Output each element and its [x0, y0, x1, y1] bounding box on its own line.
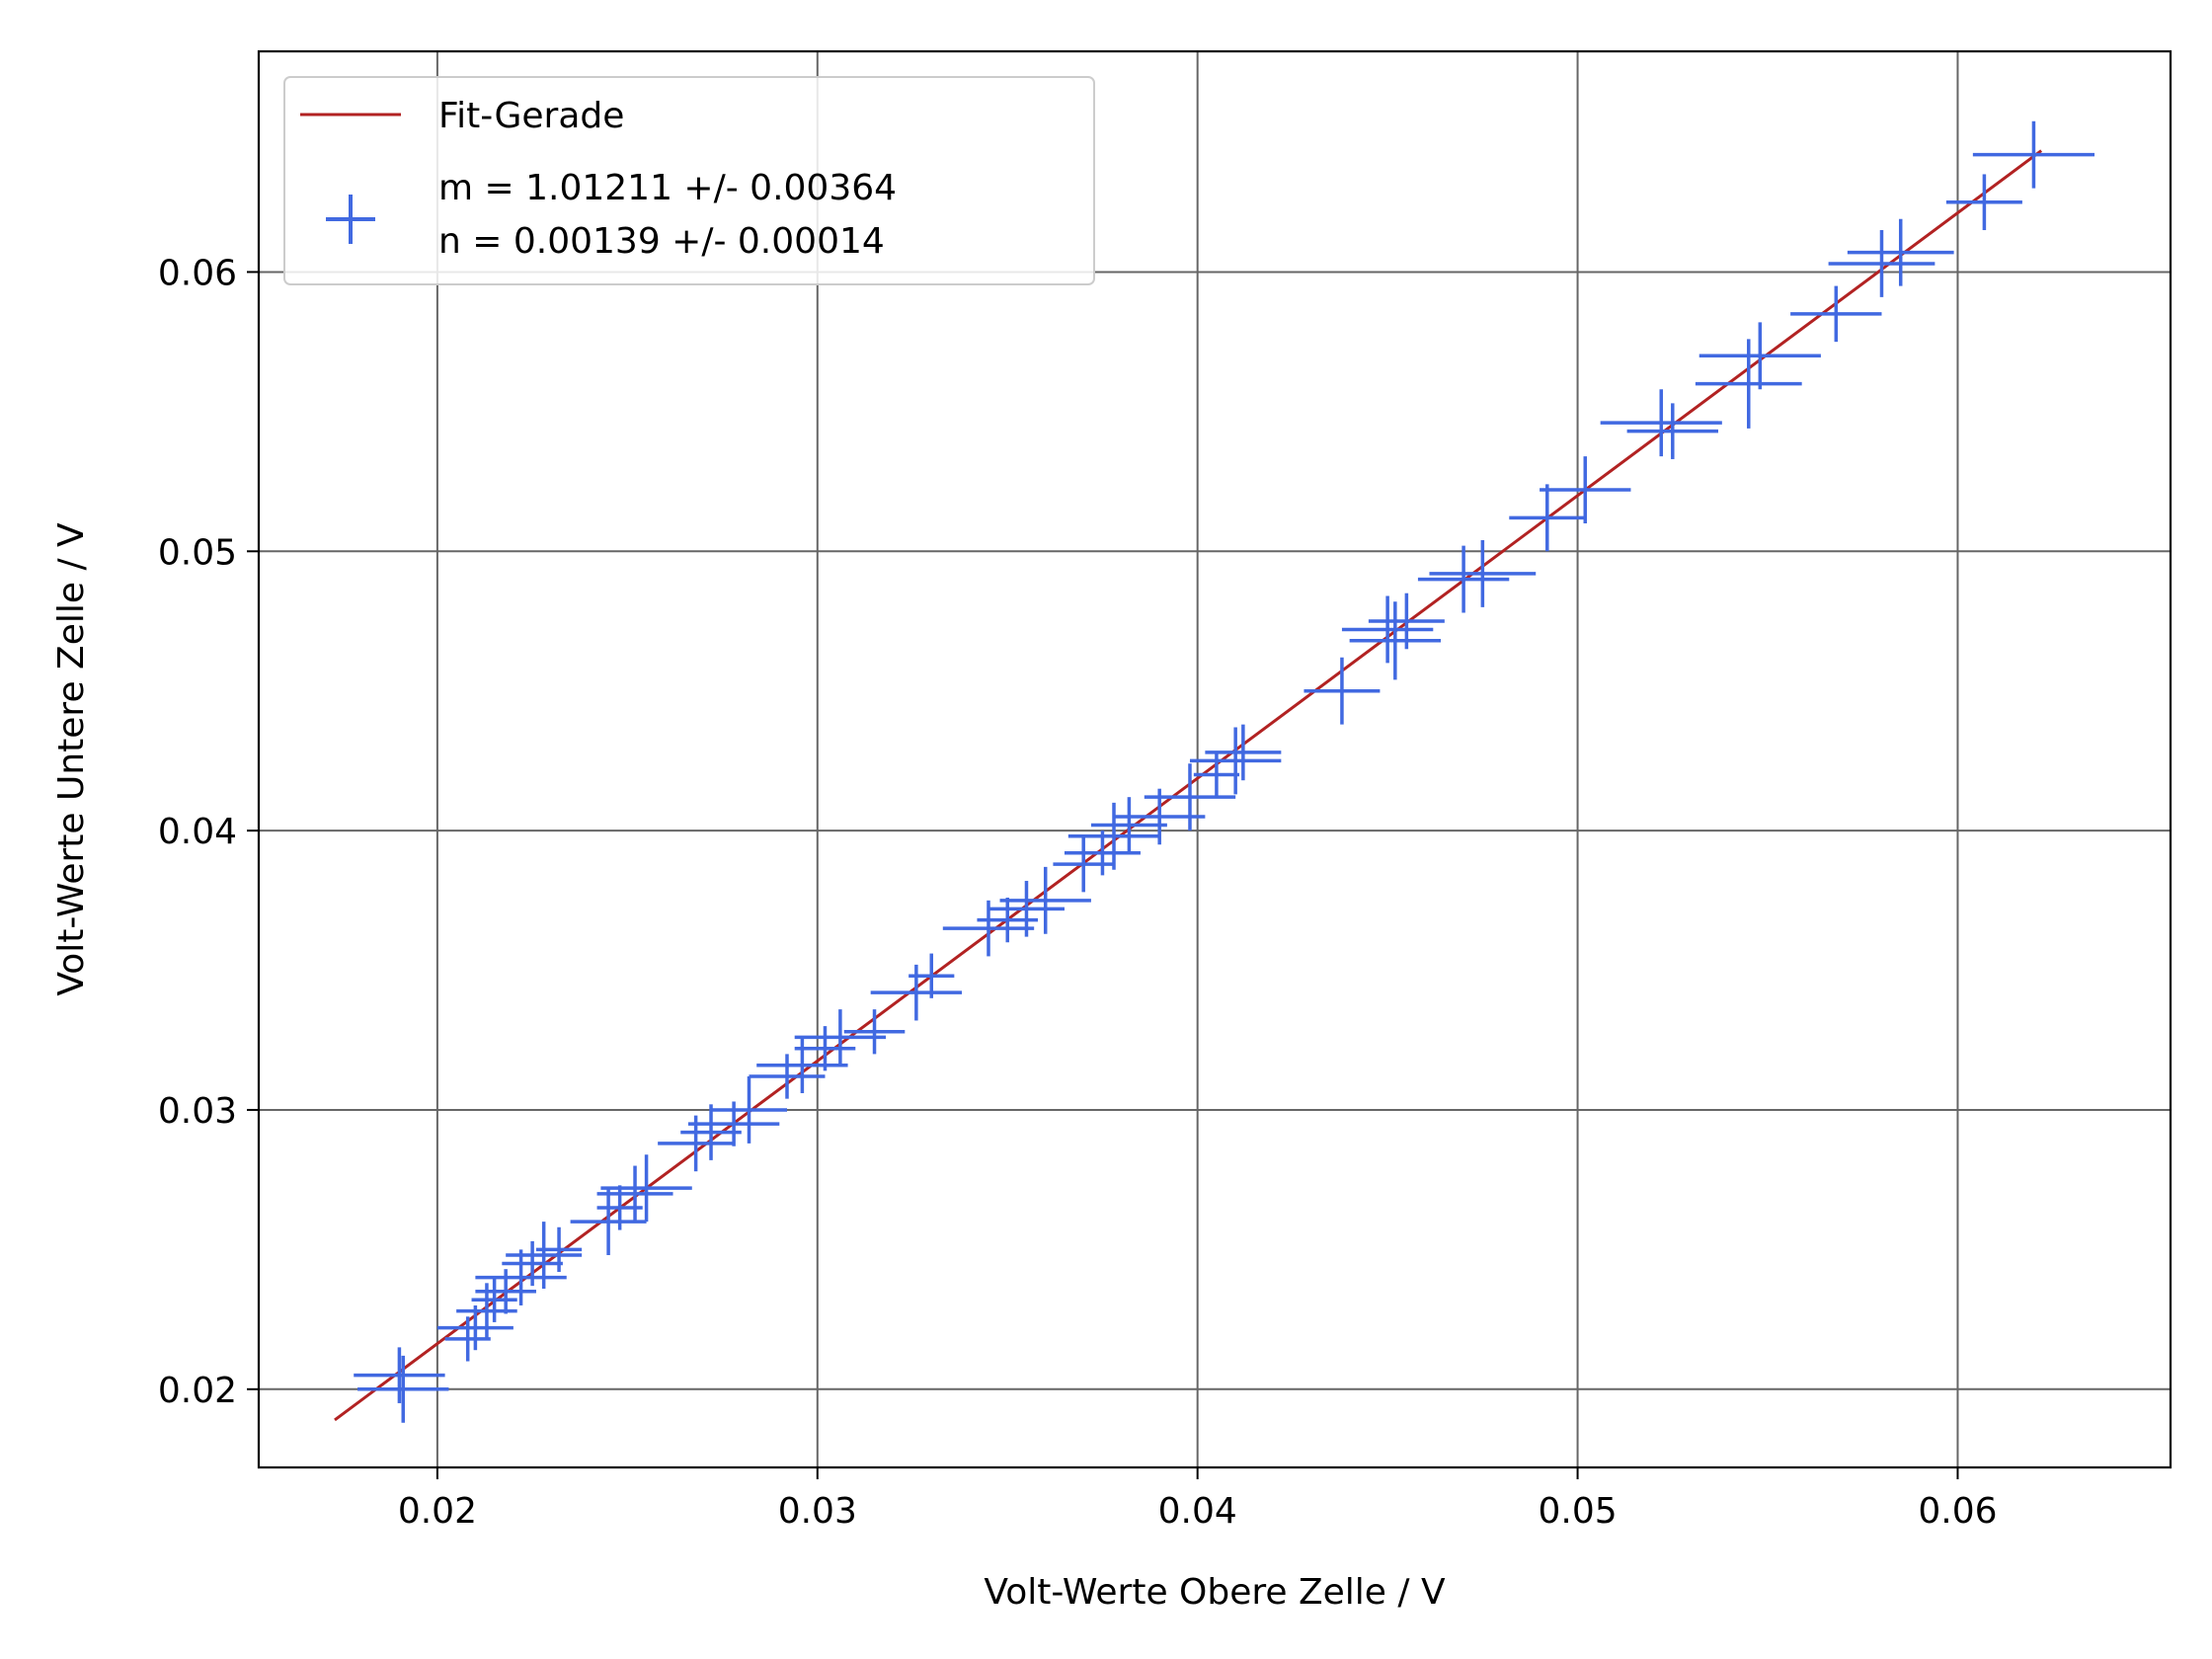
- legend-intercept-label: n = 0.00139 +/- 0.00014: [438, 221, 885, 262]
- data-point: [1695, 339, 1802, 429]
- data-point: [999, 866, 1091, 934]
- data-points: [354, 120, 2095, 1423]
- legend: Fit-Gerade m = 1.01211 +/- 0.00364 n = 0…: [283, 76, 1095, 285]
- axis-ticks: 0.02 0.03 0.04 0.05 0.06 0.02 0.03 0.04 0.05 0.06: [158, 253, 1998, 1532]
- y-tick-label: 0.03: [158, 1091, 237, 1132]
- data-point: [1600, 389, 1722, 457]
- data-point: [354, 1347, 445, 1403]
- data-point: [1698, 322, 1821, 390]
- data-point: [711, 1076, 787, 1144]
- x-tick-label: 0.05: [1538, 1491, 1617, 1532]
- data-point: [535, 1226, 583, 1273]
- data-point: [1090, 797, 1167, 853]
- data-point: [1349, 601, 1442, 680]
- x-tick-label: 0.03: [778, 1491, 857, 1532]
- data-point: [436, 1304, 514, 1351]
- data-point: [680, 1104, 742, 1160]
- data-point: [1945, 174, 2022, 231]
- data-point: [471, 1277, 517, 1322]
- data-point: [870, 964, 963, 1021]
- y-tick-label: 0.06: [158, 253, 237, 293]
- legend-fit-label: Fit-Gerade: [438, 96, 624, 136]
- data-point: [502, 1240, 563, 1287]
- x-tick-label: 0.06: [1918, 1491, 1997, 1532]
- data-point: [1205, 724, 1282, 781]
- data-point: [1368, 592, 1445, 650]
- data-point: [1972, 120, 2095, 189]
- data-point: [1067, 802, 1160, 870]
- y-tick-label: 0.04: [158, 812, 237, 852]
- legend-slope-label: m = 1.01211 +/- 0.00364: [438, 168, 897, 208]
- data-point: [600, 1154, 692, 1223]
- data-point: [794, 1026, 856, 1071]
- y-tick-label: 0.05: [158, 532, 237, 573]
- data-point: [1509, 484, 1586, 552]
- data-point: [506, 1222, 583, 1289]
- data-point: [1417, 545, 1510, 613]
- legend-box: [283, 76, 1095, 285]
- data-point: [444, 1316, 491, 1362]
- data-point: [475, 1249, 567, 1305]
- data-point: [1828, 230, 1936, 297]
- data-point: [794, 1009, 887, 1066]
- x-tick-label: 0.02: [398, 1491, 477, 1532]
- data-point: [1144, 763, 1236, 831]
- data-point: [1847, 218, 1954, 286]
- data-point: [988, 881, 1065, 937]
- data-point: [908, 953, 955, 998]
- y-axis-label: Volt-Werte Untere Zelle / V: [51, 522, 92, 996]
- data-point: [843, 1009, 906, 1055]
- y-tick-label: 0.02: [158, 1371, 237, 1411]
- x-axis-label: Volt-Werte Obere Zelle / V: [984, 1572, 1446, 1613]
- data-point: [1626, 403, 1718, 459]
- data-point: [1540, 456, 1631, 523]
- data-point: [1429, 539, 1537, 607]
- legend-point-marker: [326, 195, 375, 244]
- data-point: [1189, 727, 1282, 795]
- data-point: [596, 1165, 673, 1223]
- data-point: [1304, 657, 1381, 725]
- data-point: [357, 1355, 449, 1423]
- data-point: [756, 1037, 848, 1093]
- x-tick-label: 0.04: [1158, 1491, 1237, 1532]
- data-point: [1341, 595, 1434, 664]
- data-point: [749, 1054, 826, 1099]
- plot-frame: [257, 49, 2172, 1469]
- data-point: [1790, 285, 1882, 343]
